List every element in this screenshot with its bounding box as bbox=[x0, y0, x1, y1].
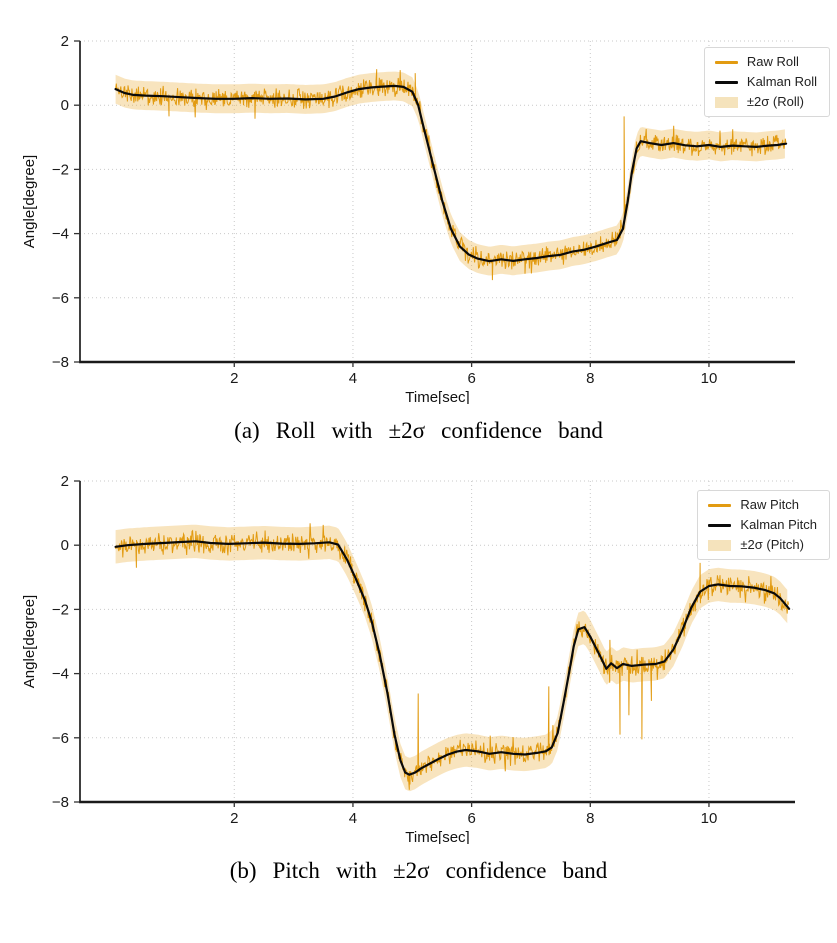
x-tick-label: 2 bbox=[230, 370, 238, 387]
caption-roll: (a) Roll with ±2σ confidence band bbox=[234, 418, 603, 443]
page: 2 4 6 8 10 2 0 −2 −4 −6 −8 Time[sec] Angle[degree] R… bbox=[0, 26, 837, 943]
y-tick-label: 2 bbox=[61, 473, 69, 490]
pitch-legend: Raw Pitch Kalman Pitch ±2σ (Pitch) bbox=[697, 490, 830, 560]
y-tick-label: −2 bbox=[52, 601, 69, 618]
y-tick-label: −4 bbox=[52, 666, 69, 683]
figure-roll: 2 4 6 8 10 2 0 −2 −4 −6 −8 Time[sec] Angle[degree] R… bbox=[0, 26, 837, 446]
legend-item-raw-pitch: Raw Pitch bbox=[708, 497, 817, 513]
raw-line-swatch bbox=[708, 503, 732, 507]
y-tick-label: 2 bbox=[61, 33, 69, 50]
y-tick-label: −2 bbox=[52, 161, 69, 178]
x-axis-label: Time[sec] bbox=[405, 389, 469, 404]
y-axis-label: Angle[degree] bbox=[21, 155, 38, 248]
y-tick-label: −8 bbox=[52, 354, 69, 371]
legend-item-raw-roll: Raw Roll bbox=[714, 54, 817, 70]
legend-item-band-pitch: ±2σ (Pitch) bbox=[708, 537, 817, 553]
x-tick-label: 10 bbox=[701, 370, 718, 387]
pitch-chart-canvas: 2 4 6 8 10 2 0 −2 −4 −6 −8 Time[sec] Angle[degree] bbox=[21, 473, 795, 844]
x-tick-label: 6 bbox=[467, 810, 475, 827]
raw-line-swatch bbox=[714, 60, 738, 64]
kalman-line-swatch bbox=[714, 80, 738, 84]
band-patch-swatch bbox=[708, 539, 732, 551]
x-tick-label: 8 bbox=[586, 810, 594, 827]
y-tick-label: 0 bbox=[61, 97, 69, 114]
y-tick-label: −6 bbox=[52, 290, 69, 307]
kalman-series-line bbox=[114, 84, 788, 263]
legend-item-kalman-roll: Kalman Roll bbox=[714, 74, 817, 90]
x-axis-label: Time[sec] bbox=[405, 829, 469, 844]
roll-legend: Raw Roll Kalman Roll ±2σ (Roll) bbox=[703, 47, 830, 117]
y-tick-label: −8 bbox=[52, 794, 69, 811]
x-tick-label: 2 bbox=[230, 810, 238, 827]
legend-item-band-roll: ±2σ (Roll) bbox=[714, 94, 817, 110]
legend-label: ±2σ (Pitch) bbox=[740, 537, 804, 552]
legend-label: Raw Pitch bbox=[740, 497, 799, 512]
figure-pitch: 2 4 6 8 10 2 0 −2 −4 −6 −8 Time[sec] Angle[degree] R… bbox=[0, 466, 837, 886]
x-tick-label: 4 bbox=[349, 810, 357, 827]
y-tick-label: 0 bbox=[61, 537, 69, 554]
legend-label: Raw Roll bbox=[746, 54, 799, 69]
raw-series-line bbox=[115, 523, 789, 790]
legend-label: ±2σ (Roll) bbox=[746, 94, 804, 109]
x-tick-label: 4 bbox=[349, 370, 357, 387]
kalman-line-swatch bbox=[708, 523, 732, 527]
roll-chart-canvas: 2 4 6 8 10 2 0 −2 −4 −6 −8 Time[sec] Angle[degree] bbox=[21, 33, 795, 404]
confidence-band bbox=[115, 71, 785, 276]
legend-label: Kalman Pitch bbox=[740, 517, 817, 532]
band-patch-swatch bbox=[714, 96, 738, 108]
x-tick-label: 10 bbox=[701, 810, 718, 827]
confidence-band bbox=[115, 524, 788, 792]
y-tick-label: −4 bbox=[52, 226, 69, 243]
x-tick-label: 8 bbox=[586, 370, 594, 387]
x-tick-label: 6 bbox=[467, 370, 475, 387]
caption-pitch: (b) Pitch with ±2σ confidence band bbox=[229, 858, 608, 883]
kalman-series-line bbox=[114, 540, 791, 776]
y-tick-label: −6 bbox=[52, 730, 69, 747]
legend-item-kalman-pitch: Kalman Pitch bbox=[708, 517, 817, 533]
legend-label: Kalman Roll bbox=[746, 74, 817, 89]
y-axis-label: Angle[degree] bbox=[21, 595, 38, 688]
